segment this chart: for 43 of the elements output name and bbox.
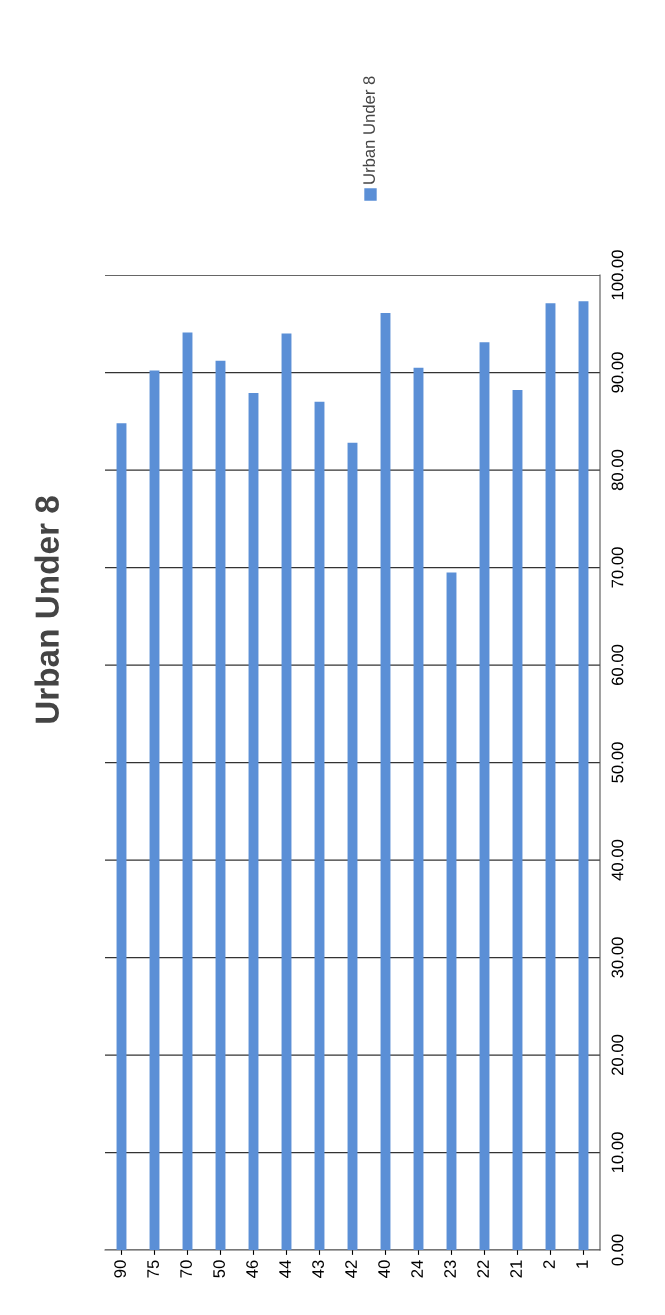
y-tick-label: 20.00 (611, 1034, 624, 1076)
x-tick-label: 24 (411, 1260, 423, 1278)
x-tick-label: 1 (576, 1260, 588, 1268)
x-tick-label: 50 (213, 1260, 225, 1278)
x-tick-label: 42 (345, 1260, 357, 1278)
bar (545, 303, 556, 1250)
y-tick-label: 80.00 (611, 449, 624, 491)
x-tick-label: 90 (114, 1260, 126, 1278)
y-tick-label: 30.00 (611, 937, 624, 978)
y-tick-label: 60.00 (611, 644, 624, 686)
bar (248, 392, 259, 1250)
bar (149, 370, 160, 1250)
y-tick-label: 0.00 (611, 1234, 624, 1266)
y-tick-label: 40.00 (611, 839, 624, 881)
x-tick-label: 70 (180, 1260, 192, 1278)
x-tick-label: 43 (312, 1260, 324, 1278)
y-tick-label: 10.00 (611, 1132, 624, 1173)
bar (479, 342, 490, 1250)
bar (413, 367, 424, 1250)
x-tick-label: 46 (246, 1260, 258, 1278)
x-tick-label: 75 (147, 1260, 159, 1278)
x-tick-label: 44 (279, 1260, 291, 1278)
bar (314, 401, 325, 1250)
y-tick-label: 70.00 (611, 547, 624, 588)
bar (281, 333, 292, 1250)
y-tick-label: 100.00 (611, 250, 624, 300)
x-tick-label: 22 (477, 1260, 489, 1278)
bar (116, 423, 127, 1250)
text: Urban Under 8 (362, 76, 375, 184)
y-tick-label: 90.00 (611, 352, 624, 393)
bar (347, 442, 358, 1250)
x-tick-label: 21 (510, 1260, 522, 1278)
x-tick-label: 23 (444, 1260, 456, 1278)
bar (380, 313, 391, 1250)
bar (512, 390, 523, 1250)
bar (446, 572, 457, 1250)
bar (182, 332, 193, 1250)
text: Urban Under 8 (34, 496, 59, 723)
bar (215, 360, 226, 1250)
bar (578, 301, 589, 1250)
x-tick-label: 40 (378, 1260, 390, 1278)
x-tick-label: 2 (543, 1260, 555, 1269)
y-tick-label: 50.00 (611, 742, 624, 783)
